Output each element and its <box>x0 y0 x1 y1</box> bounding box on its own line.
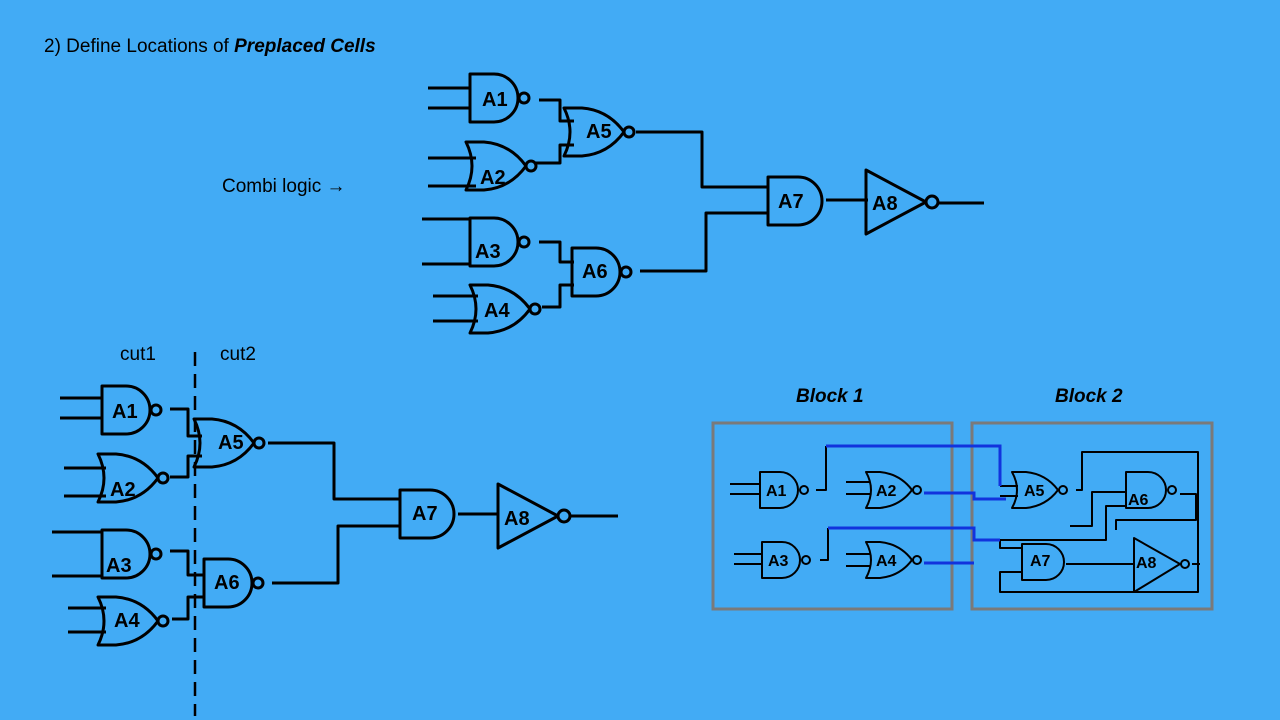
gate-a8-label: A8 <box>872 193 898 215</box>
gate-a5: A5 <box>1011 471 1068 509</box>
gate-a8-label: A8 <box>1136 555 1157 572</box>
gate-a7: A7 <box>398 488 456 540</box>
gate-a3-label: A3 <box>475 241 501 263</box>
gate-a4: A4 <box>865 541 922 579</box>
gate-a2: A2 <box>96 452 170 504</box>
gate-a3: A3 <box>100 528 163 580</box>
block-wires <box>730 446 1200 593</box>
gate-a6: A6 <box>202 557 265 609</box>
gate-a3-label: A3 <box>106 555 132 577</box>
gate-a3: A3 <box>468 216 531 268</box>
gate-a2-label: A2 <box>480 167 506 189</box>
cut1-label: cut1 <box>120 344 156 365</box>
gate-a1: A1 <box>100 384 163 436</box>
gate-a7-label: A7 <box>412 503 438 525</box>
top-gates: A1 A2 A3 A4 A5 A6 A7 A8 <box>464 72 940 335</box>
block-gates: A1 A2 A3 A4 A5 A6 A7 A8 <box>759 471 1190 593</box>
gate-a5: A5 <box>192 417 266 469</box>
gate-a8: A8 <box>496 482 572 550</box>
title-emphasis: Preplaced Cells <box>234 36 376 57</box>
gate-a1-label: A1 <box>766 483 787 500</box>
gate-a6-label: A6 <box>582 261 608 283</box>
combi-logic-label: Combi logic → <box>222 176 346 197</box>
gate-a4: A4 <box>468 283 542 335</box>
block2-label: Block 2 <box>1055 386 1123 407</box>
block1-box <box>711 421 954 611</box>
block2-box <box>970 421 1214 611</box>
gate-a7: A7 <box>766 175 824 227</box>
gate-a2: A2 <box>464 140 538 192</box>
gate-a5-label: A5 <box>1024 483 1045 500</box>
block1-label: Block 1 <box>796 386 864 407</box>
title-prefix: 2) Define Locations of <box>44 36 235 57</box>
cut-circuit: A1 A2 A3 A4 A5 A6 A7 A8 <box>52 352 618 716</box>
gate-a7-label: A7 <box>1030 553 1051 570</box>
gate-a6: A6 <box>1125 471 1177 509</box>
gate-a4-label: A4 <box>876 553 897 570</box>
cross-block-blue-nets <box>826 444 1006 565</box>
gate-a5-label: A5 <box>218 432 244 454</box>
gate-a6: A6 <box>570 246 633 298</box>
cut2-label: cut2 <box>220 344 256 365</box>
gate-a3: A3 <box>761 541 811 579</box>
cut-gates: A1 A2 A3 A4 A5 A6 A7 A8 <box>96 384 572 647</box>
gate-a4-label: A4 <box>114 610 140 632</box>
gate-a2-label: A2 <box>876 483 897 500</box>
gate-a3-label: A3 <box>768 553 789 570</box>
gate-a2: A2 <box>865 471 922 509</box>
cut-wires <box>52 396 618 634</box>
top-wires <box>422 86 984 323</box>
gate-a2-label: A2 <box>110 479 136 501</box>
gate-a1: A1 <box>468 72 531 124</box>
combi-logic-circuit: A1 A2 A3 A4 A5 A6 A7 A8 <box>422 72 984 335</box>
block-layout: A1 A2 A3 A4 A5 A6 A7 A8 <box>711 421 1214 611</box>
gate-a1: A1 <box>759 471 809 509</box>
gate-a5: A5 <box>562 106 636 158</box>
gate-a4-label: A4 <box>484 300 510 322</box>
gate-a1-label: A1 <box>112 401 138 423</box>
slide-title: 2) Define Locations of Preplaced Cells <box>44 36 376 58</box>
gate-a1-label: A1 <box>482 89 508 111</box>
gate-a8-label: A8 <box>504 508 530 530</box>
gate-a8: A8 <box>864 168 940 236</box>
gate-a6-label: A6 <box>214 572 240 594</box>
gate-a5-label: A5 <box>586 121 612 143</box>
gate-a7-label: A7 <box>778 191 804 213</box>
gate-a6-label: A6 <box>1128 492 1149 509</box>
gate-a8: A8 <box>1133 537 1190 593</box>
gate-a7: A7 <box>1021 543 1065 581</box>
gate-a4: A4 <box>96 595 170 647</box>
